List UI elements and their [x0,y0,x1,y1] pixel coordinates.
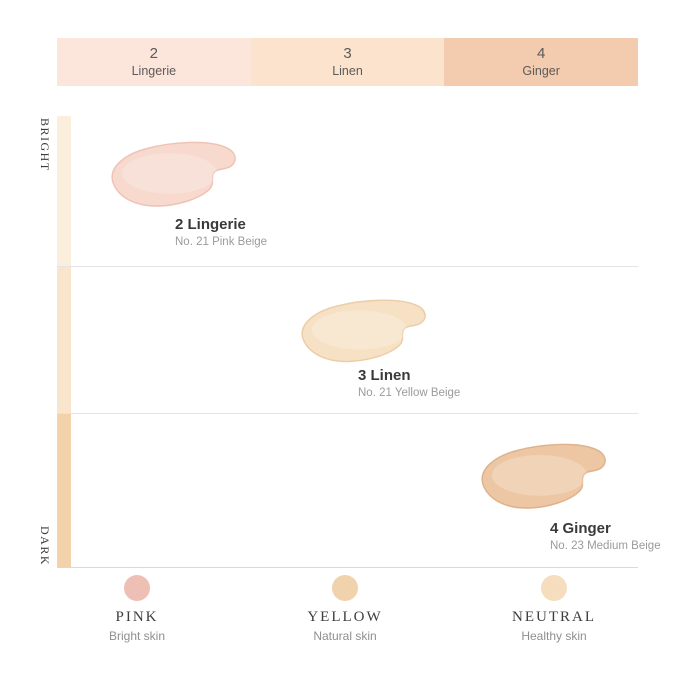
swatch-smear-linen [293,295,433,372]
legend-item-neutral: NEUTRAL Healthy skin [479,575,629,643]
gradient-segment [57,266,71,413]
swatch-smear-lingerie [103,137,243,217]
shade-header: 2 Lingerie 3 Linen 4 Ginger [57,38,639,86]
legend-title: PINK [115,609,159,625]
header-cell-lingerie: 2 Lingerie [57,38,251,86]
legend-title: NEUTRAL [512,609,596,625]
header-name: Linen [332,63,363,78]
smear-shape [111,141,236,207]
smear-highlight [311,310,408,350]
swatch-smear-ginger [473,439,613,519]
row-divider [57,413,638,414]
header-name: Lingerie [131,63,177,78]
brightness-gradient-bar [57,116,71,567]
legend-item-pink: PINK Bright skin [62,575,212,643]
legend-title: YELLOW [307,609,383,625]
swatch-label-linen: 3 Linen No. 21 Yellow Beige [358,367,460,401]
smear-shape [481,443,606,509]
swatch-label-lingerie: 2 Lingerie No. 21 Pink Beige [175,216,267,250]
header-number: 4 [537,44,546,62]
header-cell-linen: 3 Linen [250,38,445,86]
legend-dot-yellow [332,575,358,601]
smear-shape [301,299,426,363]
smear-highlight [121,153,218,194]
axis-label-dark: DARK [38,525,52,566]
swatch-label-ginger: 4 Ginger No. 23 Medium Beige [550,520,661,554]
legend-dot-neutral [541,575,567,601]
legend-subtitle: Bright skin [108,629,166,643]
gradient-segment [57,116,71,266]
bottom-rule [57,567,638,568]
legend-item-yellow: YELLOW Natural skin [270,575,420,643]
gradient-segment [57,413,71,567]
header-cell-ginger: 4 Ginger [444,38,639,86]
row-divider [57,266,638,267]
swatch-subtitle: No. 21 Pink Beige [175,236,268,248]
legend-dot-pink [124,575,150,601]
legend-subtitle: Healthy skin [521,629,587,643]
swatch-title: 3 Linen [358,367,411,384]
legend-subtitle: Natural skin [313,629,377,643]
swatch-subtitle: No. 23 Medium Beige [550,540,661,552]
header-name: Ginger [522,63,560,78]
header-number: 3 [343,44,352,62]
smear-highlight [491,455,588,496]
swatch-title: 4 Ginger [550,520,611,537]
header-number: 2 [149,44,158,62]
swatch-subtitle: No. 21 Yellow Beige [358,387,461,399]
swatch-title: 2 Lingerie [175,216,246,233]
axis-label-bright: BRIGHT [38,118,52,172]
